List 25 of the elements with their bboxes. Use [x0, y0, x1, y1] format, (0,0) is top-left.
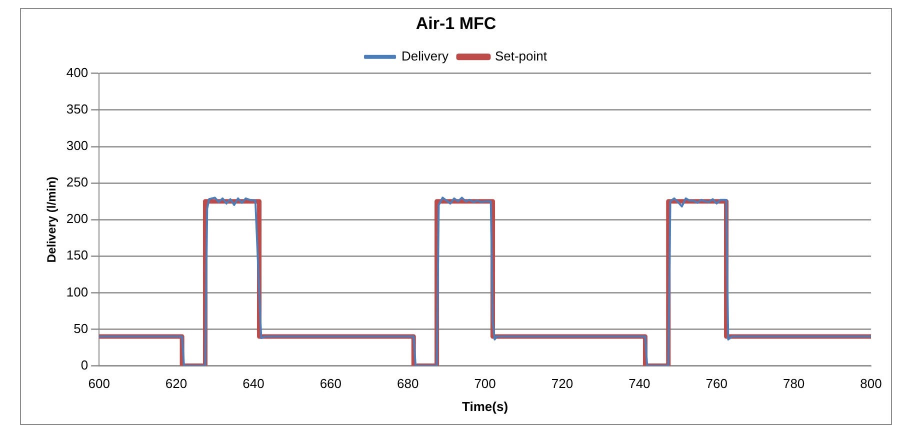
x-tick-label: 700	[474, 376, 496, 392]
y-tick-label: 150	[66, 248, 88, 263]
y-tick-label: 350	[66, 102, 88, 117]
x-tick-label: 740	[628, 376, 650, 392]
x-tick-label: 760	[706, 376, 728, 392]
y-tick-label: 100	[66, 284, 88, 300]
y-tick-label: 200	[66, 211, 88, 226]
x-tick-label: 780	[782, 376, 805, 392]
legend-label: Delivery	[402, 48, 449, 64]
x-tick-label: 680	[397, 376, 419, 392]
x-tick-label: 800	[860, 376, 882, 392]
chart-title: Air-1 MFC	[416, 14, 496, 33]
y-tick-label: 0	[80, 357, 88, 372]
x-tick-label: 660	[320, 376, 342, 392]
x-tick-label: 620	[165, 376, 188, 392]
x-tick-label: 600	[88, 376, 110, 392]
legend-label: Set-point	[494, 48, 548, 64]
x-tick-label: 640	[242, 376, 264, 392]
y-axis-title: Delivery (l/min)	[44, 176, 59, 263]
y-tick-label: 300	[66, 138, 88, 154]
x-tick-label: 720	[551, 376, 574, 392]
x-axis-title: Time(s)	[462, 398, 508, 414]
y-tick-label: 50	[74, 320, 88, 336]
y-tick-label: 400	[66, 64, 88, 80]
y-tick-label: 250	[66, 174, 88, 190]
